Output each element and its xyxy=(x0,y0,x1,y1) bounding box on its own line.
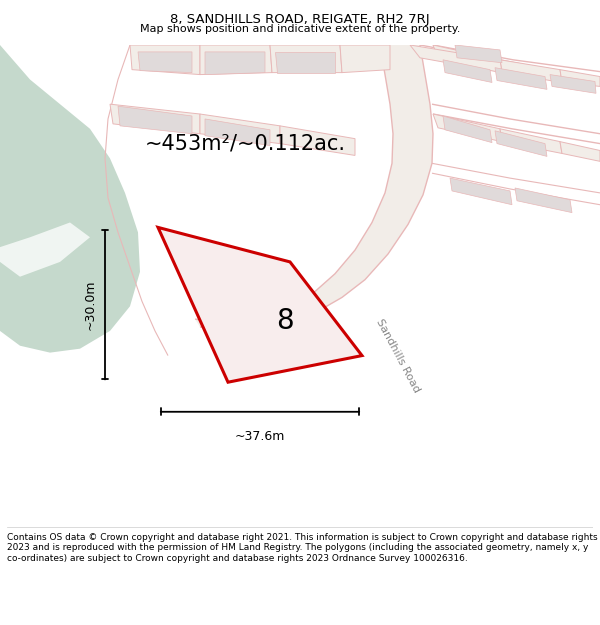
Text: Contains OS data © Crown copyright and database right 2021. This information is : Contains OS data © Crown copyright and d… xyxy=(7,532,598,562)
Polygon shape xyxy=(0,222,90,277)
Polygon shape xyxy=(0,45,140,352)
Polygon shape xyxy=(560,69,600,86)
Polygon shape xyxy=(138,52,192,72)
Polygon shape xyxy=(158,228,362,382)
Polygon shape xyxy=(455,45,502,63)
Polygon shape xyxy=(410,45,502,72)
Polygon shape xyxy=(275,52,335,72)
Polygon shape xyxy=(280,126,355,156)
Polygon shape xyxy=(500,60,562,82)
Polygon shape xyxy=(200,45,272,74)
Polygon shape xyxy=(205,119,270,146)
Polygon shape xyxy=(130,45,200,74)
Polygon shape xyxy=(110,104,200,134)
Polygon shape xyxy=(195,45,433,329)
Text: Sandhills Road: Sandhills Road xyxy=(374,317,422,394)
Polygon shape xyxy=(205,52,265,74)
Text: ~30.0m: ~30.0m xyxy=(84,279,97,330)
Polygon shape xyxy=(270,45,342,72)
Text: 8, SANDHILLS ROAD, REIGATE, RH2 7RJ: 8, SANDHILLS ROAD, REIGATE, RH2 7RJ xyxy=(170,12,430,26)
Polygon shape xyxy=(433,45,502,72)
Polygon shape xyxy=(550,74,596,93)
Polygon shape xyxy=(500,129,562,154)
Polygon shape xyxy=(200,114,280,144)
Text: 8: 8 xyxy=(276,307,294,335)
Text: ~453m²/~0.112ac.: ~453m²/~0.112ac. xyxy=(145,134,346,154)
Polygon shape xyxy=(340,45,390,72)
Polygon shape xyxy=(118,106,192,134)
Polygon shape xyxy=(495,131,547,156)
Text: ~37.6m: ~37.6m xyxy=(235,429,285,442)
Polygon shape xyxy=(433,114,502,142)
Polygon shape xyxy=(450,178,512,205)
Polygon shape xyxy=(560,142,600,161)
Polygon shape xyxy=(495,68,547,89)
Text: Map shows position and indicative extent of the property.: Map shows position and indicative extent… xyxy=(140,24,460,34)
Polygon shape xyxy=(515,188,572,213)
Polygon shape xyxy=(443,116,492,142)
Polygon shape xyxy=(443,60,492,82)
